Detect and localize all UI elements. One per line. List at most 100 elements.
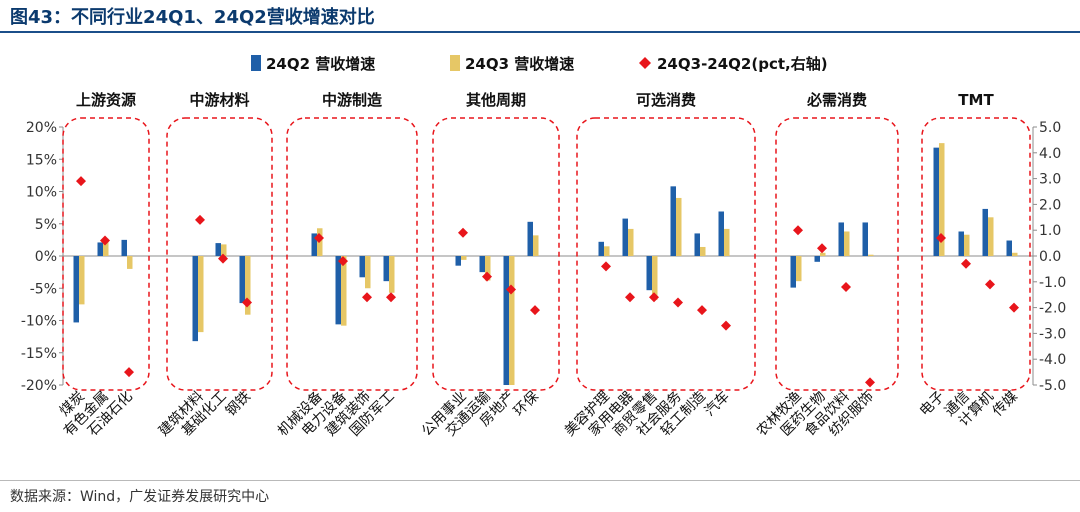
- diff-marker: [314, 232, 324, 243]
- group-label: 中游制造: [322, 91, 382, 109]
- diff-marker: [601, 261, 611, 272]
- bar-24q3: [628, 228, 634, 256]
- bar-24q3: [365, 256, 371, 289]
- bar-24q2: [790, 256, 796, 288]
- bar-24q3: [652, 256, 658, 300]
- bar-24q3: [676, 197, 682, 256]
- category-label: 环保: [511, 389, 542, 420]
- bar-24q2: [933, 147, 939, 256]
- bar-24q3: [844, 231, 850, 256]
- bar-24q2: [622, 218, 628, 256]
- group-label: 其他周期: [466, 91, 526, 109]
- diff-marker: [985, 279, 995, 290]
- diff-marker: [362, 292, 372, 303]
- figure-title: 图43：不同行业24Q1、24Q2营收增速对比: [10, 7, 375, 28]
- bar-24q3: [79, 256, 85, 305]
- bar-24q2: [718, 211, 724, 256]
- bar-24q2: [335, 256, 341, 325]
- left-tick-label: 20%: [26, 120, 57, 136]
- right-tick-label: 5.0: [1039, 120, 1061, 136]
- bar-24q3: [461, 256, 467, 260]
- legend-marker-diff: [639, 57, 651, 69]
- bar-24q2: [838, 222, 844, 256]
- left-tick-label: -20%: [21, 378, 57, 394]
- diff-marker: [530, 305, 540, 316]
- legend-label-24q3: 24Q3 营收增速: [465, 55, 574, 73]
- bar-24q3: [341, 256, 347, 326]
- bar-24q2: [982, 208, 988, 256]
- bar-24q3: [724, 228, 730, 256]
- bar-24q3: [198, 256, 204, 333]
- right-tick-label: 0.0: [1039, 249, 1061, 265]
- right-tick-label: 3.0: [1039, 172, 1061, 188]
- left-tick-label: 15%: [26, 152, 57, 168]
- legend-swatch-24q3: [450, 55, 460, 71]
- right-tick-label: -4.0: [1039, 352, 1066, 368]
- bar-24q2: [598, 241, 604, 256]
- bar-24q2: [503, 256, 509, 385]
- bar-24q3: [509, 256, 515, 385]
- diff-marker: [386, 292, 396, 303]
- group-label: 中游材料: [189, 91, 249, 109]
- diff-marker: [625, 292, 635, 303]
- bar-24q3: [485, 256, 491, 281]
- bar-24q3: [700, 246, 706, 256]
- bar-24q2: [455, 256, 461, 266]
- category-label: 汽车: [701, 388, 733, 420]
- diff-marker: [195, 214, 205, 225]
- group-box: [576, 117, 756, 391]
- bar-24q2: [1006, 240, 1012, 256]
- bar-24q2: [121, 239, 127, 256]
- bar-24q2: [239, 256, 245, 304]
- group-label: 必需消费: [806, 91, 867, 109]
- diff-marker: [100, 235, 110, 246]
- group-box: [775, 117, 899, 391]
- bar-24q2: [958, 231, 964, 256]
- bar-24q2: [192, 256, 198, 342]
- group-label: 上游资源: [76, 91, 136, 109]
- diff-marker: [482, 271, 492, 282]
- bar-24q2: [862, 222, 868, 256]
- left-tick-label: 0%: [35, 249, 57, 265]
- title-rule: [0, 31, 1080, 33]
- diff-marker: [697, 305, 707, 316]
- category-label: 电子: [917, 389, 948, 420]
- category-label: 钢铁: [223, 389, 254, 420]
- bar-24q3: [868, 254, 874, 256]
- diff-marker: [673, 297, 683, 308]
- right-tick-label: -2.0: [1039, 301, 1066, 317]
- right-tick-label: 4.0: [1039, 146, 1061, 162]
- left-tick-label: -15%: [21, 346, 57, 362]
- bar-24q3: [1012, 252, 1018, 256]
- bar-24q3: [245, 256, 251, 315]
- title-bar: 图43：不同行业24Q1、24Q2营收增速对比: [0, 0, 1080, 33]
- bar-24q3: [221, 244, 227, 256]
- left-tick-label: 5%: [35, 217, 57, 233]
- group-label: TMT: [958, 91, 994, 109]
- bar-24q3: [820, 252, 826, 256]
- group-box: [166, 117, 273, 391]
- bar-24q2: [527, 221, 533, 256]
- diff-marker: [506, 284, 516, 295]
- legend-label-diff: 24Q3-24Q2(pct,右轴): [657, 55, 828, 73]
- group-box: [921, 117, 1031, 391]
- bar-24q2: [694, 233, 700, 256]
- diff-marker: [649, 292, 659, 303]
- diff-marker: [841, 281, 851, 292]
- bar-24q3: [796, 256, 802, 282]
- left-tick-label: -5%: [30, 281, 57, 297]
- bar-24q2: [646, 256, 652, 291]
- diff-marker: [793, 225, 803, 236]
- left-tick-label: -10%: [21, 314, 57, 330]
- diff-marker: [865, 377, 875, 388]
- diff-marker: [961, 258, 971, 269]
- bar-24q3: [389, 256, 395, 293]
- bar-24q3: [988, 217, 994, 256]
- bar-24q2: [670, 186, 676, 256]
- left-tick-label: 10%: [26, 185, 57, 201]
- bar-24q2: [73, 256, 79, 323]
- group-box: [432, 117, 560, 391]
- bar-24q3: [604, 246, 610, 256]
- right-tick-label: -1.0: [1039, 275, 1066, 291]
- right-tick-label: -5.0: [1039, 378, 1066, 394]
